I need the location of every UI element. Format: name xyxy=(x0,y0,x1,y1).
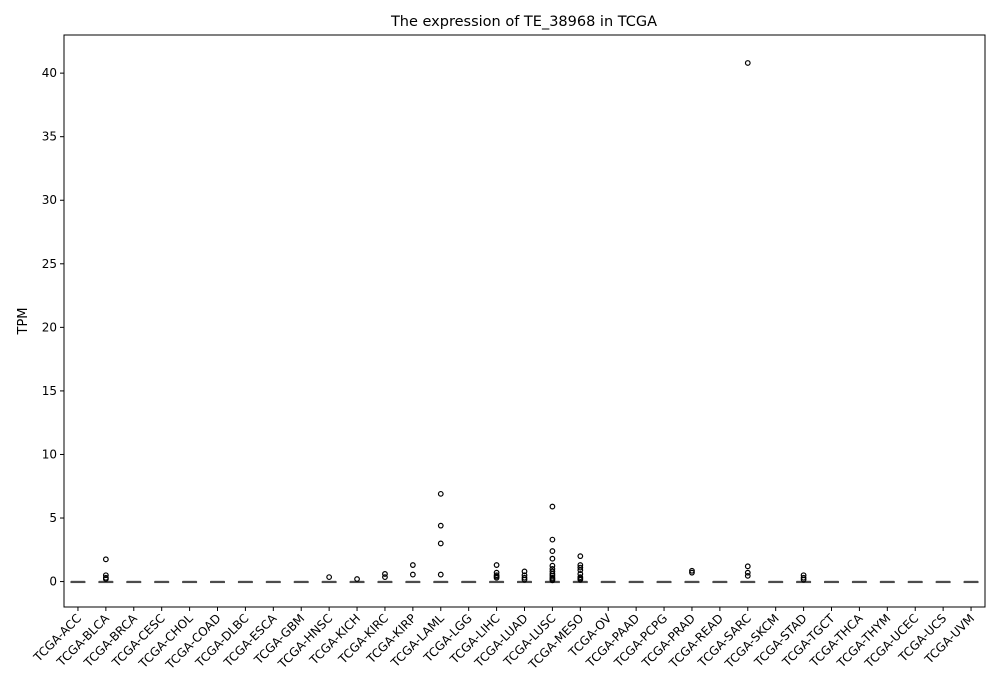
outlier-point xyxy=(382,574,388,581)
outlier-point xyxy=(521,574,528,581)
outlier-point xyxy=(800,576,807,583)
outlier-point xyxy=(744,60,751,66)
outlier-point xyxy=(577,564,584,571)
outlier-point xyxy=(549,536,556,543)
outlier-point xyxy=(577,553,584,560)
outlier-point xyxy=(409,562,416,568)
outlier-point xyxy=(549,577,556,584)
y-tick-label: 40 xyxy=(42,66,57,80)
outlier-point xyxy=(549,548,556,554)
outlier-point xyxy=(409,571,416,578)
y-axis-label: TPM xyxy=(16,308,31,336)
y-tick-label: 30 xyxy=(42,193,57,207)
y-tick-label: 5 xyxy=(49,511,57,525)
outlier-point xyxy=(326,574,333,581)
outlier-point xyxy=(102,556,109,563)
outlier-point xyxy=(549,562,556,569)
plot-frame xyxy=(63,34,986,608)
outlier-point xyxy=(102,576,109,582)
outlier-point xyxy=(437,490,444,497)
outlier-point xyxy=(577,567,584,574)
outlier-point xyxy=(549,503,556,510)
outlier-point xyxy=(800,574,807,581)
outlier-point xyxy=(689,569,695,576)
outlier-point xyxy=(744,569,751,576)
outlier-point xyxy=(577,576,584,583)
outlier-point xyxy=(689,567,695,574)
outlier-point xyxy=(382,571,388,577)
outlier-point xyxy=(521,568,528,575)
y-tick-label: 25 xyxy=(42,257,57,271)
outlier-point xyxy=(354,576,360,582)
outlier-point xyxy=(493,574,500,581)
outlier-point xyxy=(521,576,528,583)
outlier-point xyxy=(744,572,751,579)
y-tick-label: 20 xyxy=(42,320,57,334)
y-tick-label: 35 xyxy=(42,130,57,144)
plot-area: 0510152025303540TCGA-ACCTCGA-BLCATCGA-BR… xyxy=(30,34,986,672)
outlier-point xyxy=(102,572,109,579)
outlier-point xyxy=(549,555,556,562)
chart-title: The expression of TE_38968 in TCGA xyxy=(390,14,657,30)
y-tick-label: 0 xyxy=(49,575,57,589)
outlier-point xyxy=(437,522,444,529)
outlier-point xyxy=(437,571,444,578)
outlier-point xyxy=(493,562,500,568)
y-tick-label: 15 xyxy=(42,384,57,398)
y-tick-label: 10 xyxy=(42,447,57,461)
outlier-point xyxy=(744,563,751,570)
outlier-point xyxy=(437,540,444,547)
